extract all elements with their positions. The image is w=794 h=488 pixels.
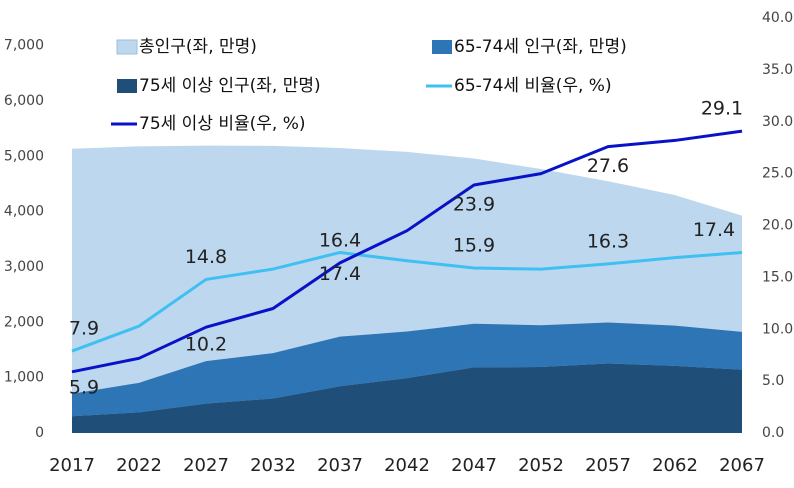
x-tick-label: 2052 [518,455,564,476]
legend-label: 65-74세 인구(좌, 만명) [454,37,627,57]
legend-label: 75세 이상 비율(우, %) [139,114,306,134]
legend-label: 75세 이상 인구(좌, 만명) [139,76,321,96]
legend-label: 65-74세 비율(우, %) [454,76,612,96]
value-label: 10.2 [185,334,227,356]
y2-tick-label: 15.0 [762,269,793,285]
value-label: 16.3 [587,230,629,252]
legend-swatch [116,39,138,55]
value-label: 5.9 [69,376,99,398]
legend-label: 총인구(좌, 만명) [139,37,257,57]
line [71,250,743,353]
value-label: 17.4 [693,219,735,241]
y2-tick-label: 10.0 [762,321,793,337]
x-tick-label: 2062 [652,455,698,476]
x-tick-label: 2032 [250,455,296,476]
line [71,129,743,374]
y-tick-label: 2,000 [4,314,44,330]
y2-tick-label: 40.0 [762,10,793,26]
y2-tick-label: 5.0 [762,373,784,389]
value-label: 16.4 [319,229,361,251]
area [72,322,742,417]
y2-tick-label: 30.0 [762,114,793,130]
legend-swatch [117,79,137,93]
x-tick-label: 2057 [585,455,631,476]
x-tick-label: 2037 [317,455,363,476]
x-tick-label: 2047 [451,455,497,476]
value-label: 23.9 [453,194,495,216]
x-tick-label: 2042 [384,455,430,476]
y-tick-label: 4,000 [4,204,44,220]
legend-swatch [432,40,452,54]
y2-tick-label: 20.0 [762,218,793,234]
x-tick-label: 2027 [183,455,229,476]
value-label: 17.4 [319,263,361,285]
y-tick-label: 5,000 [4,148,44,164]
x-tick-label: 2067 [719,455,765,476]
y-tick-label: 3,000 [4,259,44,275]
x-tick-label: 2017 [49,455,95,476]
y-tick-label: 7,000 [4,38,44,54]
y-tick-label: 1,000 [4,370,44,386]
value-label: 15.9 [453,235,495,257]
x-tick-label: 2022 [116,455,162,476]
y2-tick-label: 25.0 [762,166,793,182]
value-label: 29.1 [701,98,743,120]
y2-tick-label: 35.0 [762,62,793,78]
value-label: 7.9 [69,318,99,340]
value-label: 14.8 [185,246,227,268]
y-tick-label: 6,000 [4,93,44,109]
value-label: 27.6 [587,155,629,177]
area [72,363,742,433]
y-tick-label: 0 [35,425,44,441]
y2-tick-label: 0.0 [762,425,784,441]
